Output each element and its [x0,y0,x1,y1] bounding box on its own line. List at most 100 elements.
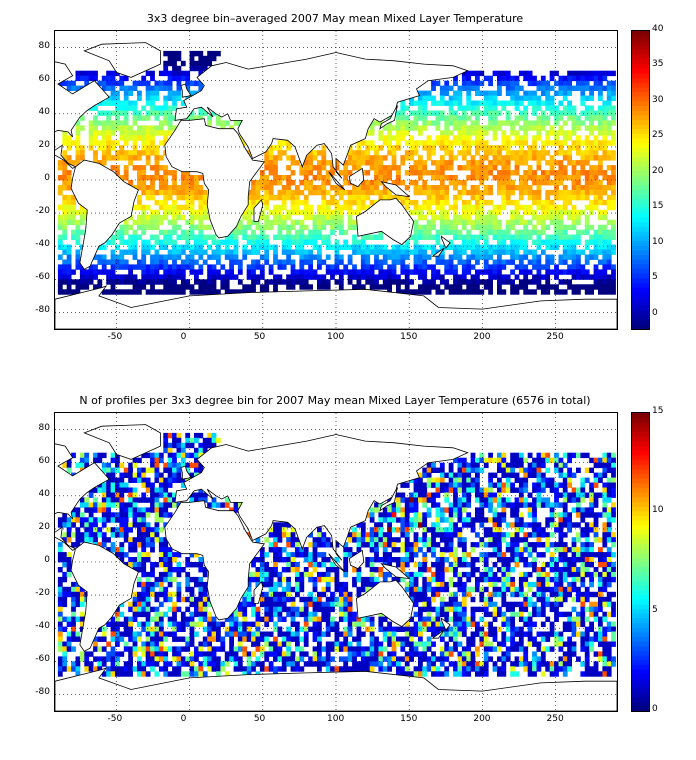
bin-cell [343,581,349,588]
bin-cell [475,185,480,191]
bin-cell [281,567,287,573]
bin-cell [115,274,120,280]
bin-cell [584,180,590,186]
bin-cell [580,70,586,77]
bin-cell [584,189,590,196]
bin-cell [409,507,414,513]
bin-cell [439,130,445,136]
bin-cell [334,259,340,265]
bin-cell [172,249,177,255]
bin-cell [514,100,520,106]
bin-cell [189,254,195,260]
bin-cell [418,274,423,280]
bin-cell [593,80,599,87]
bin-cell [567,209,572,216]
bin-cell [198,224,204,231]
bin-cell [527,120,533,126]
bin-cell [606,194,612,201]
bin-cell [510,125,515,131]
bin-cell [466,264,472,270]
bin-cell [554,209,559,216]
bin-cell [79,452,85,459]
bin-cell [387,512,392,518]
bin-cell [501,140,507,146]
bin-cell [154,199,160,206]
bin-cell [584,507,590,513]
bin-cell [268,180,274,186]
bin-cell [540,532,546,538]
bin-cell [123,175,129,181]
bin-cell [611,269,616,275]
bin-cell [562,224,568,231]
bin-cell [101,502,107,508]
bin-cell [532,120,537,126]
bin-cell [545,571,551,578]
bin-cell [510,90,515,96]
bin-cell [115,279,120,285]
bin-cell [321,239,327,245]
bin-cell [167,497,173,503]
bin-cell [536,462,542,469]
bin-cell [606,497,612,503]
colorbar-segment [632,86,649,93]
bin-cell [137,562,142,568]
bin-cell [141,239,147,245]
bin-cell [545,279,551,285]
bin-cell [400,289,406,295]
bin-cell [580,100,586,106]
bin-cell [554,482,559,488]
bin-cell [444,115,450,121]
bin-cell [483,165,489,171]
bin-cell [93,517,98,523]
bin-cell [299,279,305,285]
bin-cell [554,581,559,588]
bin-cell [273,557,278,563]
bin-cell [488,537,493,543]
bin-cell [461,145,467,151]
bin-cell [137,155,142,161]
bin-cell [431,482,436,488]
bin-cell [356,542,362,548]
bin-cell [501,180,507,186]
bin-cell [453,497,458,503]
bin-cell [466,289,472,295]
bin-cell [62,170,68,176]
bin-cell [400,160,406,166]
bin-cell [189,259,195,265]
bin-cell [145,194,151,201]
bin-cell [606,234,612,240]
bin-cell [356,249,362,255]
bin-cell [413,532,419,538]
bin-cell [303,279,309,285]
bin-cell [154,95,160,101]
bin-cell [132,487,138,493]
bin-cell [545,482,551,488]
bin-cell [163,140,169,146]
bin-cell [589,224,594,231]
bin-cell [115,110,120,116]
bin-cell [479,224,485,231]
bin-cell [321,199,327,206]
bin-cell [488,576,493,583]
bin-cell [132,472,138,478]
bin-cell [198,557,204,563]
bin-cell [435,234,441,240]
bin-cell [567,214,572,221]
bin-cell [317,244,322,250]
bin-cell [558,110,564,116]
colorbar-segment [632,282,649,288]
bin-cell [255,189,261,196]
bin-cell [422,576,428,583]
bin-cell [137,194,142,201]
bin-cell [466,462,472,469]
bin-cell [545,170,551,176]
bin-cell [584,289,590,295]
bin-cell [150,457,155,464]
bin-cell [562,547,568,553]
bin-cell [387,194,392,201]
bin-cell [501,160,507,166]
bin-cell [488,477,493,483]
bin-cell [584,254,590,260]
bin-cell [523,70,529,77]
bin-cell [176,50,182,57]
